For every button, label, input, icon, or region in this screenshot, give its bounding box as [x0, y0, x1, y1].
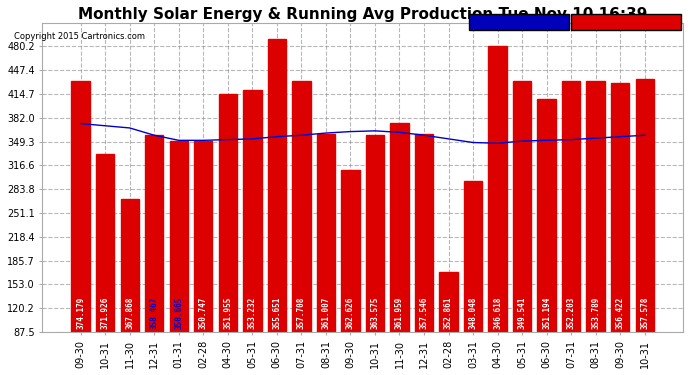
Text: 353.232: 353.232 — [248, 297, 257, 329]
Bar — [415, 134, 433, 375]
Bar — [243, 90, 262, 375]
Text: 361.959: 361.959 — [395, 297, 404, 329]
Bar — [219, 94, 237, 375]
Text: 350.665: 350.665 — [175, 297, 184, 329]
Text: 357.546: 357.546 — [420, 297, 428, 329]
Text: 357.578: 357.578 — [640, 297, 649, 329]
Text: 367.868: 367.868 — [125, 297, 134, 329]
Bar — [440, 272, 457, 375]
Text: 349.541: 349.541 — [518, 297, 526, 329]
Text: 362.626: 362.626 — [346, 297, 355, 329]
Title: Monthly Solar Energy & Running Avg Production Tue Nov 10 16:39: Monthly Solar Energy & Running Avg Produ… — [78, 7, 647, 22]
Bar — [464, 181, 482, 375]
Bar — [194, 141, 213, 375]
Text: Copyright 2015 Cartronics.com: Copyright 2015 Cartronics.com — [14, 32, 145, 41]
Text: Average  (kWh): Average (kWh) — [471, 17, 541, 26]
Bar — [366, 135, 384, 375]
Text: 374.179: 374.179 — [76, 297, 85, 329]
Text: 352.861: 352.861 — [444, 297, 453, 329]
Bar — [586, 81, 605, 375]
Bar — [96, 154, 115, 375]
Text: 346.618: 346.618 — [493, 297, 502, 329]
Text: 351.194: 351.194 — [542, 297, 551, 329]
Bar — [170, 141, 188, 375]
Bar — [513, 81, 531, 375]
Text: 363.575: 363.575 — [371, 297, 380, 329]
Text: Monthly  (kWh): Monthly (kWh) — [573, 17, 642, 26]
Bar — [292, 81, 310, 375]
Text: 352.203: 352.203 — [566, 297, 575, 329]
Text: 348.048: 348.048 — [469, 297, 477, 329]
Bar — [489, 46, 506, 375]
Text: 357.708: 357.708 — [297, 297, 306, 329]
Bar — [391, 123, 408, 375]
Text: 351.955: 351.955 — [224, 297, 233, 329]
Bar — [317, 134, 335, 375]
Bar — [611, 83, 629, 375]
Text: 371.926: 371.926 — [101, 297, 110, 329]
Bar — [562, 81, 580, 375]
Bar — [72, 81, 90, 375]
Text: 350.747: 350.747 — [199, 297, 208, 329]
Text: 353.789: 353.789 — [591, 297, 600, 329]
Text: 356.422: 356.422 — [615, 297, 624, 329]
Bar — [121, 199, 139, 375]
Bar — [145, 135, 164, 375]
Bar — [635, 79, 654, 375]
Text: 358.467: 358.467 — [150, 297, 159, 329]
Bar — [268, 39, 286, 375]
Text: 361.007: 361.007 — [322, 297, 331, 329]
Text: 355.651: 355.651 — [273, 297, 282, 329]
Bar — [342, 170, 359, 375]
Bar — [538, 99, 556, 375]
